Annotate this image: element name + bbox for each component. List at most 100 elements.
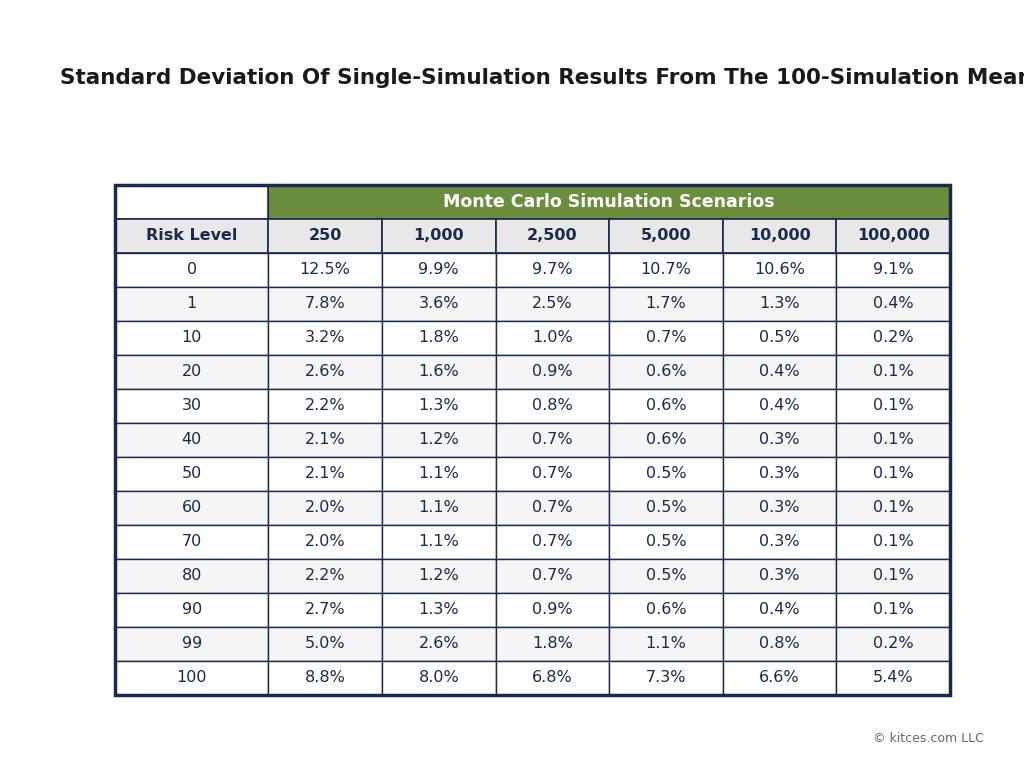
Bar	[609, 661, 723, 695]
Bar	[496, 287, 609, 321]
Bar	[382, 423, 496, 457]
Text: 5,000: 5,000	[641, 228, 691, 243]
Text: 0.5%: 0.5%	[759, 330, 800, 346]
Text: 20: 20	[181, 365, 202, 379]
Bar	[268, 253, 382, 287]
Bar	[268, 219, 382, 253]
Text: 0.1%: 0.1%	[872, 501, 913, 516]
Bar	[382, 491, 496, 525]
Text: 0.1%: 0.1%	[872, 433, 913, 448]
Text: 7.8%: 7.8%	[305, 297, 345, 311]
Bar	[115, 423, 268, 457]
Text: 0.3%: 0.3%	[760, 535, 800, 549]
Text: 0.5%: 0.5%	[646, 466, 686, 481]
Text: 9.1%: 9.1%	[872, 262, 913, 278]
Bar	[496, 525, 609, 559]
Text: 1.8%: 1.8%	[531, 636, 572, 652]
Bar	[382, 355, 496, 389]
Text: 2.5%: 2.5%	[532, 297, 572, 311]
Text: 9.9%: 9.9%	[419, 262, 459, 278]
Text: 0.7%: 0.7%	[532, 535, 572, 549]
Bar	[723, 627, 837, 661]
Bar	[268, 661, 382, 695]
Bar	[382, 661, 496, 695]
Bar	[268, 423, 382, 457]
Text: 1,000: 1,000	[414, 228, 464, 243]
Bar	[723, 389, 837, 423]
Text: 90: 90	[181, 603, 202, 617]
Text: © kitces.com LLC: © kitces.com LLC	[873, 732, 984, 745]
Text: 0.3%: 0.3%	[760, 466, 800, 481]
Text: 100: 100	[176, 671, 207, 685]
Text: 1: 1	[186, 297, 197, 311]
Bar	[609, 253, 723, 287]
Text: 12.5%: 12.5%	[300, 262, 350, 278]
Text: 40: 40	[181, 433, 202, 448]
Bar	[723, 491, 837, 525]
Text: 0.7%: 0.7%	[532, 433, 572, 448]
Bar	[268, 627, 382, 661]
Bar	[382, 287, 496, 321]
Text: 80: 80	[181, 568, 202, 584]
Bar	[496, 423, 609, 457]
Bar	[268, 559, 382, 593]
Text: 2.0%: 2.0%	[305, 501, 345, 516]
Bar	[115, 219, 268, 253]
Bar	[837, 593, 950, 627]
Text: 10.7%: 10.7%	[641, 262, 691, 278]
Bar	[268, 185, 950, 219]
Bar	[723, 287, 837, 321]
Text: 0.7%: 0.7%	[532, 568, 572, 584]
Text: 0.4%: 0.4%	[872, 297, 913, 311]
Text: 2.1%: 2.1%	[305, 433, 345, 448]
Text: 5.0%: 5.0%	[305, 636, 345, 652]
Text: 0.3%: 0.3%	[760, 501, 800, 516]
Bar	[496, 491, 609, 525]
Text: 0.2%: 0.2%	[872, 636, 913, 652]
Bar	[382, 457, 496, 491]
Bar	[609, 355, 723, 389]
Bar	[837, 355, 950, 389]
Text: 1.0%: 1.0%	[532, 330, 572, 346]
Bar	[723, 593, 837, 627]
Bar	[268, 491, 382, 525]
Text: 2.6%: 2.6%	[419, 636, 459, 652]
Text: 1.3%: 1.3%	[419, 398, 459, 414]
Bar	[837, 287, 950, 321]
Bar	[496, 321, 609, 355]
Text: 1.8%: 1.8%	[419, 330, 459, 346]
Text: 2.6%: 2.6%	[305, 365, 345, 379]
Text: 0.9%: 0.9%	[532, 365, 572, 379]
Text: 0.4%: 0.4%	[759, 603, 800, 617]
Bar	[837, 253, 950, 287]
Bar	[115, 491, 268, 525]
Bar	[268, 355, 382, 389]
Bar	[837, 661, 950, 695]
Bar	[496, 253, 609, 287]
Bar	[609, 627, 723, 661]
Text: 1.1%: 1.1%	[419, 501, 459, 516]
Text: 0.6%: 0.6%	[646, 603, 686, 617]
Text: 1.3%: 1.3%	[759, 297, 800, 311]
Bar	[382, 525, 496, 559]
Bar	[268, 321, 382, 355]
Text: 0.5%: 0.5%	[646, 501, 686, 516]
Bar	[268, 593, 382, 627]
Bar	[268, 389, 382, 423]
Text: 7.3%: 7.3%	[646, 671, 686, 685]
Bar	[115, 355, 268, 389]
Bar	[115, 321, 268, 355]
Bar	[115, 627, 268, 661]
Bar	[268, 457, 382, 491]
Text: 0.5%: 0.5%	[646, 535, 686, 549]
Bar	[496, 355, 609, 389]
Bar	[723, 219, 837, 253]
Text: 2.0%: 2.0%	[305, 535, 345, 549]
Bar	[609, 389, 723, 423]
Bar	[837, 423, 950, 457]
Bar	[837, 491, 950, 525]
Bar	[382, 253, 496, 287]
Text: 2.7%: 2.7%	[305, 603, 345, 617]
Bar	[382, 627, 496, 661]
Bar	[837, 219, 950, 253]
